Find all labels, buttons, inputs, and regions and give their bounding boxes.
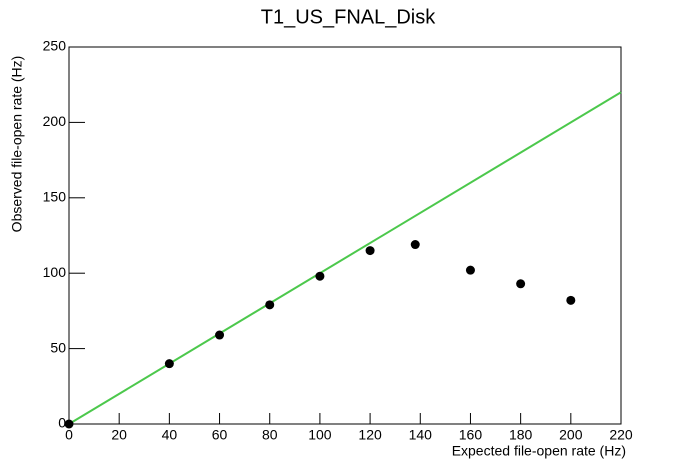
x-tick-label: 80: [262, 427, 278, 443]
data-point: [164, 359, 174, 369]
y-tick-label: 100: [43, 264, 67, 280]
x-tick-label: 20: [111, 427, 127, 443]
data-point: [465, 265, 475, 275]
x-tick-label: 220: [609, 427, 633, 443]
reference-line: [68, 91, 622, 425]
chart-title: T1_US_FNAL_Disk: [261, 6, 437, 28]
y-tick-label: 0: [58, 415, 66, 431]
data-point: [64, 419, 74, 429]
data-point: [410, 240, 420, 250]
plot-frame: [68, 46, 622, 425]
data-point: [516, 279, 526, 289]
x-tick-label: 160: [459, 427, 483, 443]
x-tick-label: 180: [509, 427, 533, 443]
y-tick-label: 250: [43, 38, 67, 54]
data-point: [365, 246, 375, 256]
x-tick-label: 140: [409, 427, 433, 443]
data-point: [265, 300, 275, 310]
y-axis-label: Observed file-open rate (Hz): [9, 56, 25, 233]
y-tick-label: 50: [50, 339, 66, 355]
data-point: [215, 330, 225, 340]
x-tick-label: 40: [162, 427, 178, 443]
y-tick-label: 200: [43, 113, 67, 129]
x-tick-label: 100: [308, 427, 332, 443]
y-tick-label: 150: [43, 189, 67, 205]
x-tick-label: 60: [212, 427, 228, 443]
x-axis-label: Expected file-open rate (Hz): [452, 443, 626, 459]
x-tick-label: 0: [65, 427, 73, 443]
x-tick-label: 200: [559, 427, 583, 443]
data-point: [566, 295, 576, 305]
data-point: [315, 271, 325, 281]
x-tick-label: 120: [358, 427, 382, 443]
